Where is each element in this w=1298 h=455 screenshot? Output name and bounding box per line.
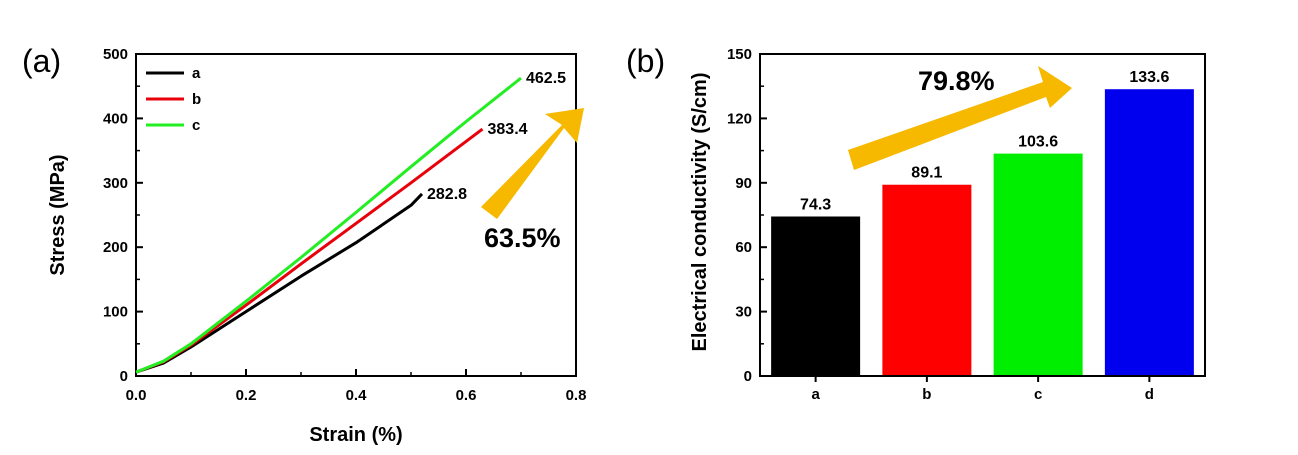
increase-percent-b: 79.8% bbox=[918, 66, 995, 96]
panel-b-label: (b) bbox=[626, 43, 665, 79]
increase-arrow-a bbox=[481, 108, 584, 219]
bar-value-label-b: 89.1 bbox=[911, 165, 942, 182]
x-tick-label-b: d bbox=[1145, 386, 1154, 403]
bar-value-label-a: 74.3 bbox=[800, 197, 831, 214]
y-tick-label-a: 200 bbox=[103, 239, 128, 256]
end-value-label-b: 383.4 bbox=[488, 121, 528, 138]
y-tick-label-b: 120 bbox=[727, 110, 752, 127]
y-tick-label-a: 100 bbox=[103, 304, 128, 321]
x-tick-label-a: 0.0 bbox=[126, 387, 147, 404]
bar-d bbox=[1104, 89, 1194, 377]
y-tick-label-b: 0 bbox=[744, 368, 752, 385]
series-line-a bbox=[135, 192, 424, 374]
y-axis-label-a: Stress (MPa) bbox=[47, 154, 69, 275]
y-axis-label-b: Electrical conductivity (S/cm) bbox=[689, 73, 711, 352]
x-tick-label-b: b bbox=[922, 386, 931, 403]
x-tick-label-b: c bbox=[1034, 386, 1042, 403]
increase-percent-a: 63.5% bbox=[484, 223, 561, 253]
end-value-label-c: 462.5 bbox=[526, 70, 566, 87]
x-tick-label-a: 0.4 bbox=[346, 387, 368, 404]
plot-frame-a bbox=[135, 53, 577, 377]
bar-value-label-d: 133.6 bbox=[1129, 69, 1169, 86]
stress-strain-chart: (a) 0.0 0.2 0.4 0.6 0.8 0 100 200 300 400 500 Stra… bbox=[22, 43, 586, 446]
x-tick-label-b: a bbox=[811, 386, 820, 403]
y-tick-label-b: 90 bbox=[735, 175, 752, 192]
x-tick-label-a: 0.2 bbox=[236, 387, 257, 404]
legend-label-c: c bbox=[192, 117, 200, 134]
increase-arrow-b bbox=[848, 66, 1072, 170]
legend-label-a: a bbox=[192, 65, 201, 82]
y-tick-label-a: 400 bbox=[103, 110, 128, 127]
x-axis-label-a: Strain (%) bbox=[309, 424, 402, 446]
x-tick-label-a: 0.8 bbox=[566, 387, 587, 404]
series-line-c bbox=[135, 76, 522, 374]
axis-ticks-a: 0.0 0.2 0.4 0.6 0.8 0 100 200 300 400 500 bbox=[103, 46, 586, 404]
y-tick-label-a: 0 bbox=[120, 368, 128, 385]
bar-b bbox=[882, 184, 972, 376]
y-tick-label-b: 60 bbox=[735, 239, 752, 256]
y-tick-label-a: 300 bbox=[103, 175, 128, 192]
y-tick-label-b: 30 bbox=[735, 304, 752, 321]
bar-value-label-c: 103.6 bbox=[1018, 134, 1058, 151]
end-value-label-a: 282.8 bbox=[427, 186, 467, 203]
axis-ticks-b: 0 30 60 90 120 150 bbox=[727, 46, 767, 385]
series-lines-a: 282.8 383.4 462.5 bbox=[135, 70, 566, 374]
bars-b: 74.3 a 89.1 b 103.6 c 133.6 d bbox=[771, 69, 1194, 403]
bar-a bbox=[771, 216, 861, 376]
y-tick-label-b: 150 bbox=[727, 46, 752, 63]
panel-a-label: (a) bbox=[22, 43, 61, 79]
legend-label-b: b bbox=[192, 91, 201, 108]
x-tick-label-a: 0.6 bbox=[456, 387, 477, 404]
y-tick-label-a: 500 bbox=[103, 46, 128, 63]
legend-a: abc bbox=[146, 65, 201, 134]
conductivity-bar-chart: (b) 74.3 a 89.1 b 103.6 c 133.6 d 0 30 60 90 120 150… bbox=[626, 43, 1206, 403]
bar-c bbox=[993, 153, 1083, 376]
